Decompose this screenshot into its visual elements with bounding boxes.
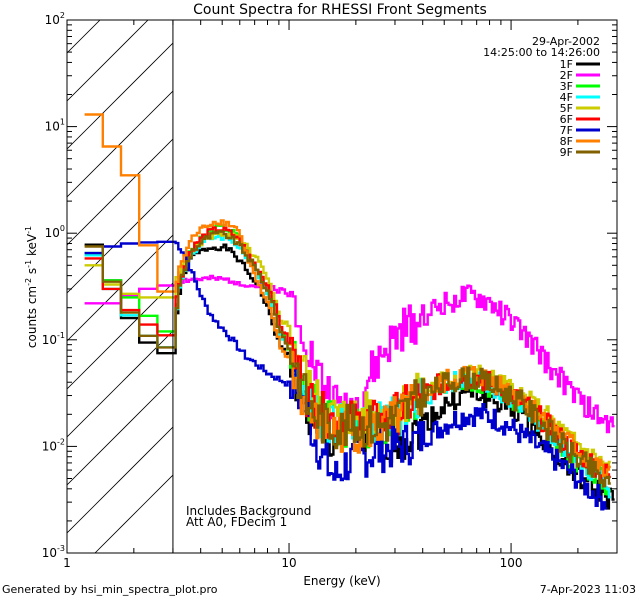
hatch-line: [67, 42, 174, 150]
x-tick-label: 1: [63, 556, 71, 570]
series-group: [84, 113, 615, 511]
date-label: 29-Apr-2002: [532, 35, 600, 48]
hatch-line: [67, 90, 174, 198]
legend-label-5F: 5F: [560, 102, 573, 115]
y-axis: 10-3 10-2 10-1 100 101 102: [42, 11, 617, 560]
legend-label-3F: 3F: [560, 80, 573, 93]
y-tick-label: 10-3: [42, 544, 65, 560]
note-background: Includes Background: [186, 504, 311, 518]
legend-label-8F: 8F: [560, 135, 573, 148]
x-tick-label: 100: [500, 556, 523, 570]
y-axis-label: counts cm-2 s-1 keV-1: [24, 226, 39, 348]
y-tick-label: 102: [45, 11, 65, 27]
time-range-label: 14:25:00 to 14:26:00: [483, 46, 600, 59]
x-tick-label: 10: [281, 556, 296, 570]
legend-label-4F: 4F: [560, 91, 573, 104]
x-axis-label: Energy (keV): [303, 574, 380, 588]
hatch-line: [67, 138, 174, 246]
footer-generated-by: Generated by hsi_min_spectra_plot.pro: [2, 583, 218, 596]
hatch-line: [67, 20, 149, 102]
x-axis: 1 10 100: [63, 20, 618, 570]
hatch-line: [67, 378, 174, 486]
y-tick-label: 101: [45, 118, 65, 134]
legend-label-9F: 9F: [560, 146, 573, 159]
hatch-line: [67, 186, 174, 294]
series-8F: [84, 113, 611, 478]
y-tick-label: 10-1: [42, 331, 65, 347]
series-9F: [84, 230, 611, 488]
series-7F: [84, 240, 607, 511]
footer-timestamp: 7-Apr-2023 11:03: [539, 583, 636, 596]
hatch-line: [67, 20, 101, 54]
legend-label-1F: 1F: [560, 58, 573, 71]
hatch-line: [67, 330, 174, 438]
note-attenuator: Att A0, FDecim 1: [186, 515, 287, 529]
y-tick-label: 10-2: [42, 437, 65, 453]
hatch-line: [67, 0, 173, 5]
hatch-line: [94, 474, 174, 553]
legend-label-7F: 7F: [560, 124, 573, 137]
chart-title: Count Spectra for RHESSI Front Segments: [193, 2, 487, 18]
hatch-line: [67, 282, 174, 390]
plot-frame: [66, 19, 618, 554]
hatch-line: [67, 426, 174, 534]
legend-label-2F: 2F: [560, 69, 573, 82]
legend-label-6F: 6F: [560, 113, 573, 126]
y-tick-label: 100: [45, 224, 65, 240]
